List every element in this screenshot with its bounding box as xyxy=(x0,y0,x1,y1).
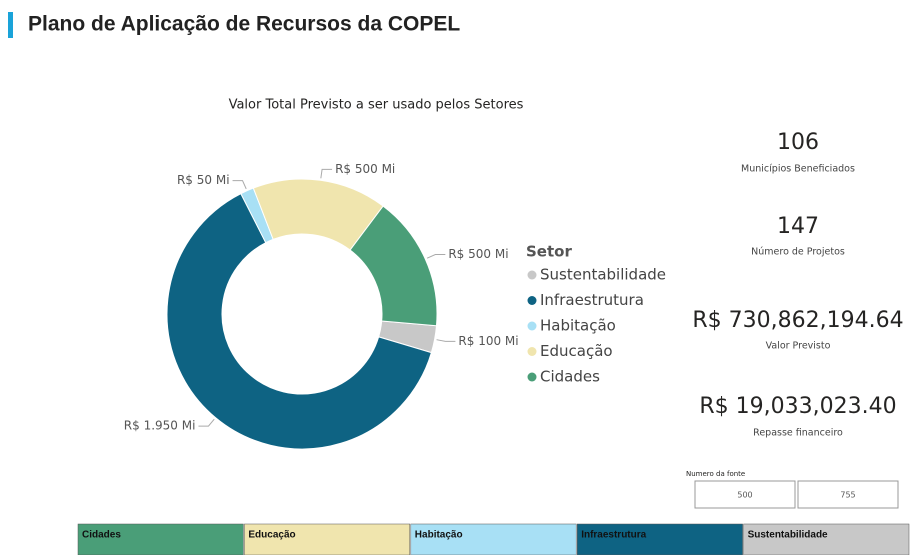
card-value: 147 xyxy=(777,214,819,239)
leader-line xyxy=(436,339,456,342)
card-value: R$ 730,862,194.64 xyxy=(692,308,903,333)
slice xyxy=(166,192,432,450)
leader-line xyxy=(232,180,247,190)
tab-label: Sustentabilidade xyxy=(748,530,828,541)
legend-swatch xyxy=(527,347,537,356)
data-label: R$ 1.950 Mi xyxy=(124,419,196,433)
tab-button[interactable] xyxy=(743,523,910,555)
tab-button[interactable] xyxy=(576,523,743,555)
tabs: Cidades Educação Habitação Infraestrutura Su… xyxy=(77,523,910,555)
card-value: 106 xyxy=(777,130,819,155)
card-label: Repasse financeiro xyxy=(753,428,843,439)
legend-swatch xyxy=(527,321,537,331)
tab-label: Cidades xyxy=(82,530,121,541)
card-label: Municípios Beneficiados xyxy=(741,164,855,175)
legend-label: Habitação xyxy=(540,317,616,335)
cards: 106 Municípios Beneficiados 147 Número de P… xyxy=(692,130,903,439)
legend-label: Sustentabilidade xyxy=(540,266,666,284)
tab-button[interactable] xyxy=(244,523,411,555)
leader-line xyxy=(426,254,446,259)
legend-label: Infraestrutura xyxy=(540,291,644,309)
slicer-option-label: 500 xyxy=(737,491,752,500)
data-label: R$ 50 Mi xyxy=(177,173,230,187)
slicer-option-label: 755 xyxy=(840,491,855,500)
legend-swatch xyxy=(527,270,537,280)
legend-swatch xyxy=(527,372,537,382)
leader-line xyxy=(198,418,215,427)
slicer: 500 755 xyxy=(694,480,899,509)
legend-label: Educação xyxy=(540,342,613,360)
page-title: Plano de Aplicação de Recursos da COPEL xyxy=(28,13,460,36)
tab-button[interactable] xyxy=(410,523,577,555)
slicer-option[interactable] xyxy=(797,480,899,509)
card-value: R$ 19,033,023.40 xyxy=(699,394,896,419)
data-label: R$ 500 Mi xyxy=(448,247,508,261)
slicer-title: Numero da fonte xyxy=(686,470,745,478)
tab-label: Infraestrutura xyxy=(581,530,646,541)
card-label: Número de Projetos xyxy=(751,247,845,258)
card-label: Valor Previsto xyxy=(766,341,831,352)
tab-button[interactable] xyxy=(77,523,244,555)
data-label: R$ 100 Mi xyxy=(458,334,518,348)
slice xyxy=(349,205,438,327)
legend-label: Cidades xyxy=(540,368,600,386)
title-accent xyxy=(8,12,13,38)
legend-title: Setor xyxy=(526,243,572,261)
data-label: R$ 500 Mi xyxy=(335,162,395,176)
tab-label: Habitação xyxy=(415,530,463,541)
leader-line xyxy=(320,168,333,179)
slicer-option[interactable] xyxy=(694,480,796,509)
donut-chart: R$ 100 Mi R$ 1.950 Mi R$ 50 Mi R$ 500 Mi R$ … xyxy=(124,162,666,450)
tab-label: Educação xyxy=(248,530,295,541)
legend-swatch xyxy=(527,296,537,305)
chart-title: Valor Total Previsto a ser usado pelos S… xyxy=(229,98,524,113)
